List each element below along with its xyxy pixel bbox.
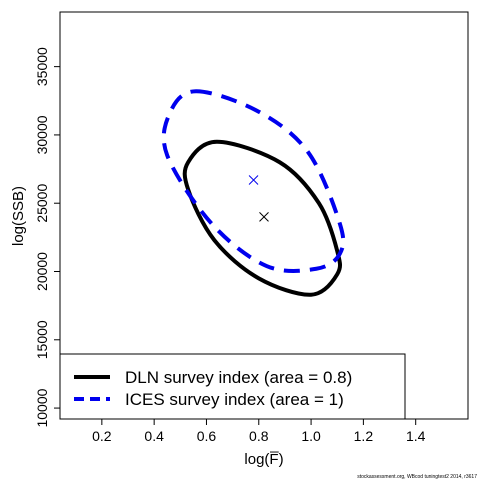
ices-estimate-marker xyxy=(248,175,259,185)
dln-confidence-ellipse xyxy=(182,139,343,297)
x-tick-label: 1.2 xyxy=(354,428,374,444)
credit-text: stockassessment.org, WBcod tuningtest2 2… xyxy=(357,474,477,480)
x-tick-label: 0.4 xyxy=(144,428,164,444)
ices-confidence-ellipse xyxy=(161,89,346,273)
y-tick-label: 25000 xyxy=(34,184,50,223)
y-tick-label: 30000 xyxy=(34,115,50,154)
legend-box xyxy=(59,353,406,420)
x-axis: 0.2 0.4 0.6 0.8 1.0 1.2 1.4 xyxy=(92,419,426,444)
y-tick-label: 15000 xyxy=(34,320,50,359)
y-tick-label: 10000 xyxy=(34,388,50,427)
dln-estimate-marker xyxy=(259,212,269,222)
x-tick-label: 0.8 xyxy=(249,428,269,444)
x-tick-label: 1.4 xyxy=(406,428,426,444)
x-tick-label: 0.2 xyxy=(92,428,112,444)
x-tick-label: 1.0 xyxy=(301,428,321,444)
legend-label-ices: ICES survey index (area = 1) xyxy=(125,390,344,409)
legend-label-dln: DLN survey index (area = 0.8) xyxy=(125,368,352,387)
y-axis-label: log(SSB) xyxy=(10,186,27,246)
x-tick-label: 0.6 xyxy=(197,428,217,444)
y-tick-label: 35000 xyxy=(34,47,50,86)
series-layer xyxy=(161,89,346,297)
y-axis: 10000 15000 20000 25000 30000 35000 xyxy=(34,47,60,428)
legend: DLN survey index (area = 0.8) ICES survey… xyxy=(59,353,406,420)
y-tick-label: 20000 xyxy=(34,252,50,291)
x-axis-label: log(F̅) xyxy=(244,451,283,468)
